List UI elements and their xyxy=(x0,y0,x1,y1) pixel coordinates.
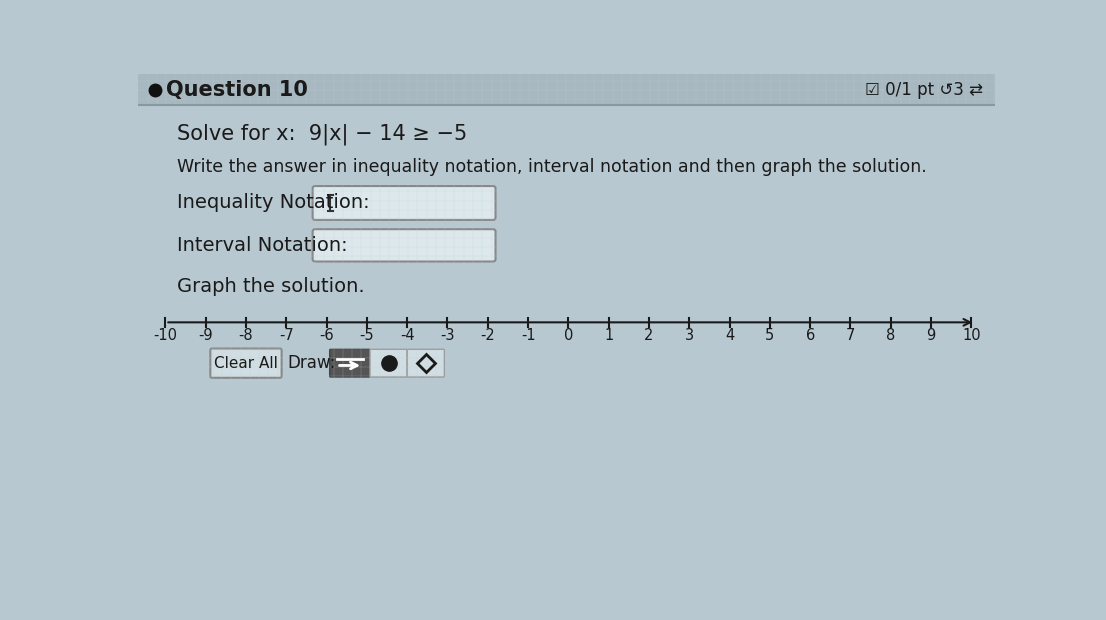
Text: 2: 2 xyxy=(645,329,654,343)
Text: 8: 8 xyxy=(886,329,896,343)
FancyBboxPatch shape xyxy=(210,348,282,378)
FancyBboxPatch shape xyxy=(313,229,495,262)
Text: 4: 4 xyxy=(724,329,734,343)
Text: ☑ 0/1 pt ↺3 ⇄: ☑ 0/1 pt ↺3 ⇄ xyxy=(865,81,983,99)
Text: 10: 10 xyxy=(962,329,981,343)
Text: Draw:: Draw: xyxy=(288,354,336,372)
Text: -3: -3 xyxy=(440,329,455,343)
Text: 6: 6 xyxy=(805,329,815,343)
Text: -7: -7 xyxy=(279,329,294,343)
FancyBboxPatch shape xyxy=(330,349,371,377)
Text: -5: -5 xyxy=(359,329,374,343)
Text: Inequality Notation:: Inequality Notation: xyxy=(177,193,369,213)
Text: Graph the solution.: Graph the solution. xyxy=(177,277,365,296)
Text: Write the answer in inequality notation, interval notation and then graph the so: Write the answer in inequality notation,… xyxy=(177,158,927,176)
Text: Interval Notation:: Interval Notation: xyxy=(177,236,347,255)
Text: -2: -2 xyxy=(480,329,495,343)
FancyBboxPatch shape xyxy=(313,186,495,220)
FancyBboxPatch shape xyxy=(407,349,445,377)
Text: -9: -9 xyxy=(198,329,213,343)
Text: Solve for x:  9|x| − 14 ≥ −5: Solve for x: 9|x| − 14 ≥ −5 xyxy=(177,124,467,145)
Text: -4: -4 xyxy=(400,329,415,343)
Text: -1: -1 xyxy=(521,329,535,343)
Text: 0: 0 xyxy=(564,329,573,343)
Text: -8: -8 xyxy=(239,329,253,343)
Text: 7: 7 xyxy=(846,329,855,343)
Text: 1: 1 xyxy=(604,329,614,343)
Text: Question 10: Question 10 xyxy=(166,80,309,100)
Text: -10: -10 xyxy=(154,329,177,343)
Text: 3: 3 xyxy=(685,329,693,343)
Bar xyxy=(138,74,995,105)
Text: 9: 9 xyxy=(927,329,936,343)
FancyBboxPatch shape xyxy=(371,349,407,377)
Text: 5: 5 xyxy=(765,329,774,343)
Text: Clear All: Clear All xyxy=(215,356,278,371)
Text: -6: -6 xyxy=(320,329,334,343)
